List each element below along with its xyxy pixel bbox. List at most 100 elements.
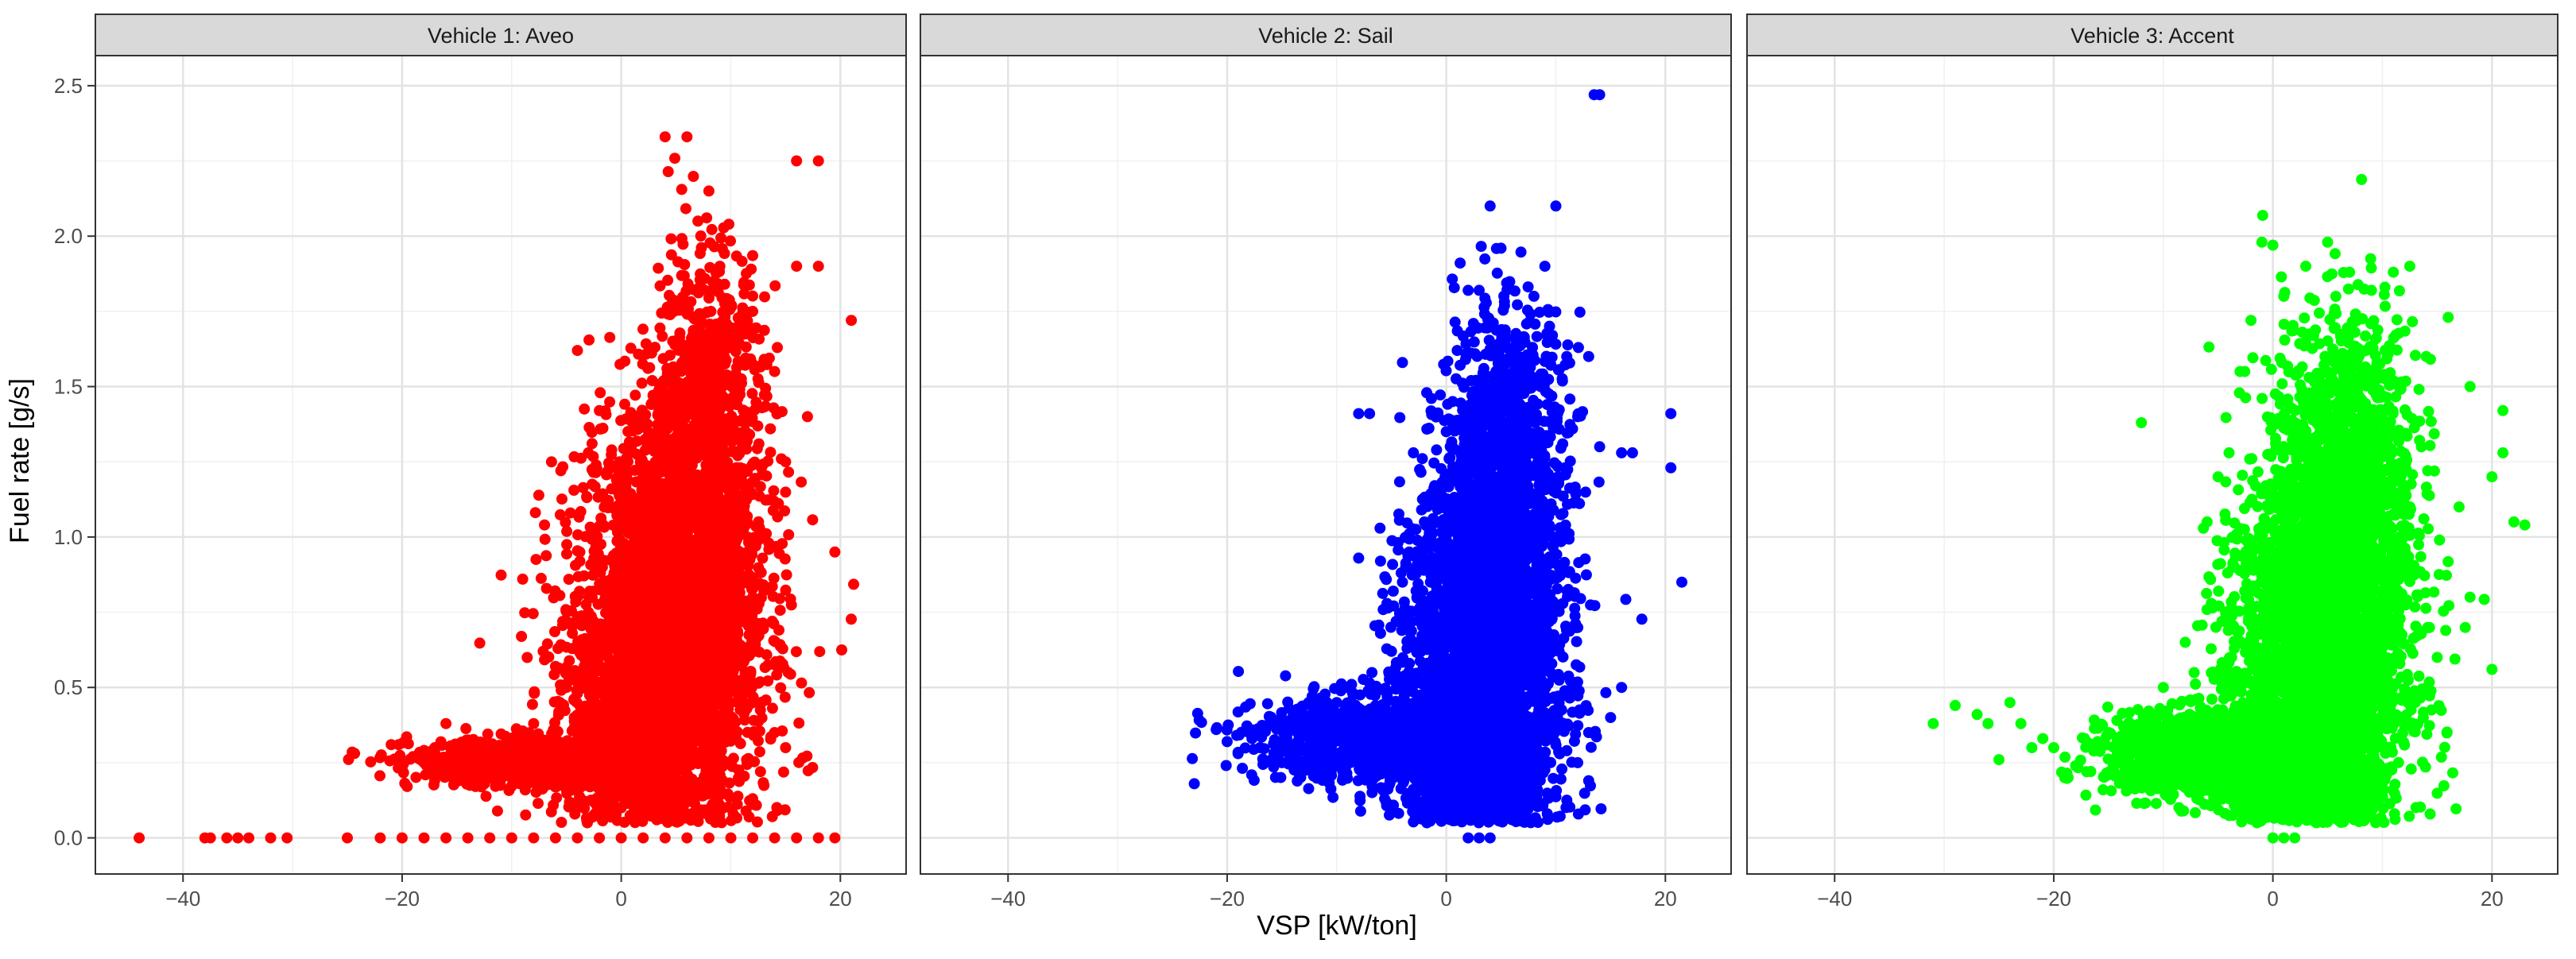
data-point [704, 347, 715, 358]
data-point [679, 259, 690, 270]
data-point [724, 295, 735, 306]
data-point [786, 599, 797, 610]
data-point [676, 270, 688, 281]
data-point [758, 623, 769, 634]
data-point [617, 597, 628, 609]
data-point [428, 779, 440, 791]
data-point [676, 233, 688, 244]
data-point [647, 375, 658, 386]
data-point [777, 538, 788, 549]
data-point [695, 274, 706, 285]
data-point [374, 770, 385, 781]
data-point [684, 573, 695, 584]
data-point [807, 514, 818, 525]
data-point [707, 423, 718, 435]
data-point [627, 425, 638, 436]
data-point [567, 628, 578, 639]
data-point [780, 486, 791, 497]
data-point [713, 492, 724, 503]
data-point [750, 639, 761, 650]
data-point [705, 814, 716, 825]
data-point [753, 563, 764, 574]
data-point [683, 520, 694, 531]
data-point [742, 727, 753, 738]
data-point [694, 631, 705, 642]
data-point [722, 721, 734, 732]
data-point [738, 288, 750, 300]
data-point [590, 481, 601, 493]
data-point [774, 593, 785, 604]
data-point [616, 559, 627, 570]
data-point [719, 222, 730, 234]
data-point [734, 606, 745, 617]
data-point [636, 417, 647, 428]
data-point [530, 507, 541, 518]
data-point [688, 427, 699, 438]
data-point [747, 793, 758, 804]
data-point [557, 462, 568, 473]
data-point [698, 582, 709, 594]
data-point [719, 512, 730, 524]
data-point [738, 404, 749, 416]
data-point [583, 592, 595, 603]
data-point [575, 638, 587, 649]
data-point [719, 481, 730, 493]
data-point [772, 342, 783, 353]
data-point [621, 413, 632, 424]
data-point [680, 285, 691, 296]
data-point [667, 336, 678, 347]
data-point [750, 457, 761, 468]
data-point [542, 638, 553, 649]
data-point [661, 493, 672, 505]
data-point [698, 655, 709, 666]
data-point [684, 505, 695, 516]
data-point [715, 557, 726, 568]
data-point [778, 767, 789, 778]
data-point [783, 529, 794, 540]
data-point [695, 478, 706, 489]
data-point [677, 395, 688, 406]
data-point [755, 481, 766, 492]
data-point [734, 502, 745, 513]
data-point [765, 447, 776, 458]
data-point [608, 584, 619, 595]
data-point [529, 686, 540, 698]
data-point [638, 514, 649, 525]
data-point [595, 387, 606, 398]
data-point [557, 616, 568, 627]
data-point [747, 543, 758, 555]
data-point [714, 527, 725, 538]
data-point [725, 235, 736, 246]
data-point [720, 568, 731, 579]
data-point [652, 420, 663, 431]
data-point [688, 171, 699, 182]
data-point [671, 582, 682, 594]
data-point [680, 628, 691, 639]
data-point [657, 504, 668, 515]
data-point [760, 584, 771, 595]
data-point [796, 477, 807, 488]
data-point [746, 488, 757, 499]
data-point [728, 381, 739, 392]
data-point [773, 498, 784, 509]
data-point [614, 359, 626, 370]
data-point [556, 817, 567, 828]
data-point [769, 636, 781, 648]
data-point [715, 578, 726, 589]
data-point [606, 444, 618, 455]
data-point [460, 723, 471, 734]
data-point [725, 595, 736, 606]
data-point [780, 804, 791, 815]
data-point [748, 715, 759, 726]
data-point [730, 475, 742, 486]
data-point [516, 631, 527, 642]
data-point [712, 366, 723, 377]
data-point [753, 334, 765, 345]
data-point [647, 602, 658, 613]
data-point [602, 495, 614, 506]
data-point [644, 362, 655, 373]
data-point [598, 522, 610, 533]
data-point [586, 624, 597, 635]
data-point [643, 640, 654, 652]
